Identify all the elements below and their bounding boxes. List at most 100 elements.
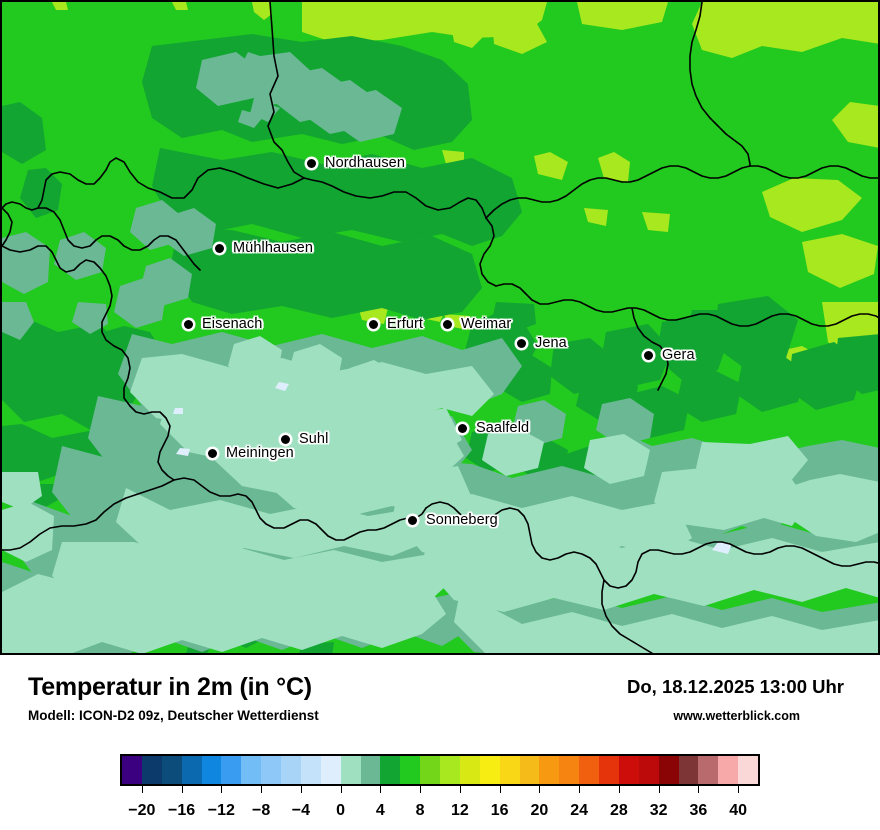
colorbar-swatch (201, 756, 222, 784)
colorbar-tick (618, 786, 620, 793)
colorbar-swatch (241, 756, 262, 784)
administrative-borders (2, 2, 878, 653)
colorbar-tick-label: 28 (609, 802, 628, 819)
city-dot-icon (307, 158, 316, 168)
colorbar-tick (698, 786, 700, 793)
colorbar-swatch (221, 756, 242, 784)
forecast-datetime: Do, 18.12.2025 13:00 Uhr (627, 676, 844, 697)
colorbar-tick-label: 36 (689, 802, 708, 819)
colorbar-swatch (618, 756, 639, 784)
weather-map-panel[interactable]: Nordhausen Mühlhausen Eisenach Erfurt We… (0, 0, 880, 655)
colorbar-swatch (440, 756, 460, 784)
city-label: Mühlhausen (233, 240, 313, 256)
colorbar-tick-label: 20 (530, 802, 549, 819)
colorbar-tick (261, 786, 263, 793)
colorbar-tick-label: 40 (729, 802, 748, 819)
colorbar-ticks (120, 786, 760, 800)
colorbar-tick (221, 786, 223, 793)
colorbar-tick (658, 786, 660, 793)
colorbar-tick (579, 786, 581, 793)
city-dot-icon (215, 243, 224, 253)
model-subtitle: Modell: ICON-D2 09z, Deutscher Wetterdie… (28, 708, 319, 723)
city-label: Suhl (299, 431, 329, 447)
colorbar-swatch (320, 756, 341, 784)
colorbar-tick (340, 786, 342, 793)
city-marker-meiningen[interactable]: Meiningen (208, 445, 294, 461)
city-dot-icon (408, 515, 417, 525)
colorbar-tick-label: −4 (291, 802, 310, 819)
colorbar-swatch (738, 756, 758, 784)
colorbar-tick-label: −20 (128, 802, 156, 819)
colorbar-swatch (400, 756, 421, 784)
city-dot-icon (281, 434, 290, 444)
city-marker-muehlhausen[interactable]: Mühlhausen (215, 240, 313, 256)
colorbar-swatch (599, 756, 619, 784)
city-dot-icon (517, 338, 526, 348)
colorbar-swatch (718, 756, 739, 784)
colorbar-tick-labels: −20 −16 −12 −8 −4 0 4 8 12 16 20 24 28 32 36 40 (120, 800, 760, 824)
colorbar-swatch (579, 756, 599, 784)
city-dot-icon (369, 319, 378, 329)
colorbar-tick-label: −16 (168, 802, 196, 819)
colorbar-swatch (360, 756, 381, 784)
page-title: Temperatur in 2m (in °C) (28, 673, 312, 701)
city-marker-nordhausen[interactable]: Nordhausen (307, 155, 405, 171)
map-footer: Temperatur in 2m (in °C) Modell: ICON-D2… (0, 655, 880, 830)
temperature-field-svg (2, 2, 878, 653)
colorbar-swatch (181, 756, 202, 784)
colorbar-tick (141, 786, 143, 793)
city-label: Weimar (461, 316, 512, 332)
colorbar-tick (539, 786, 541, 793)
colorbar-tick-label: 16 (490, 802, 509, 819)
city-marker-saalfeld[interactable]: Saalfeld (458, 420, 529, 436)
colorbar-tick-label: 32 (649, 802, 668, 819)
city-marker-gera[interactable]: Gera (644, 347, 695, 363)
colorbar-swatch (519, 756, 540, 784)
colorbar-tick-label: 24 (570, 802, 589, 819)
colorbar-tick-label: 8 (415, 802, 425, 819)
city-marker-jena[interactable]: Jena (517, 335, 567, 351)
city-marker-erfurt[interactable]: Erfurt (369, 316, 423, 332)
colorbar: −20 −16 −12 −8 −4 0 4 8 12 16 20 24 28 32 36 40 (120, 754, 760, 824)
colorbar-swatch (420, 756, 440, 784)
colorbar-tick-label: 12 (450, 802, 469, 819)
colorbar-swatch (141, 756, 162, 784)
colorbar-tick (420, 786, 422, 793)
colorbar-tick (459, 786, 461, 793)
colorbar-tick (499, 786, 501, 793)
field-mint (2, 336, 878, 653)
colorbar-swatch (380, 756, 401, 784)
city-marker-sonneberg[interactable]: Sonneberg (408, 512, 498, 528)
city-marker-weimar[interactable]: Weimar (443, 316, 511, 332)
city-dot-icon (458, 423, 467, 433)
colorbar-swatch (539, 756, 560, 784)
colorbar-tick (181, 786, 183, 793)
city-dot-icon (443, 319, 452, 329)
colorbar-swatch (261, 756, 281, 784)
colorbar-tick-label: 0 (336, 802, 346, 819)
colorbar-swatches (120, 754, 760, 786)
colorbar-tick-label: −12 (207, 802, 235, 819)
city-label: Gera (662, 347, 695, 363)
city-dot-icon (208, 448, 217, 458)
colorbar-swatch (459, 756, 480, 784)
city-label: Nordhausen (325, 155, 405, 171)
city-label: Meiningen (226, 445, 294, 461)
colorbar-tick (300, 786, 302, 793)
colorbar-tick-label: −8 (252, 802, 271, 819)
colorbar-swatch (340, 756, 361, 784)
colorbar-swatch (698, 756, 719, 784)
colorbar-swatch (161, 756, 182, 784)
colorbar-tick-label: 4 (375, 802, 385, 819)
city-dot-icon (184, 319, 193, 329)
city-label: Erfurt (387, 316, 424, 332)
colorbar-swatch (122, 756, 142, 784)
city-label: Eisenach (202, 316, 263, 332)
city-marker-eisenach[interactable]: Eisenach (184, 316, 262, 332)
colorbar-swatch (499, 756, 520, 784)
city-marker-suhl[interactable]: Suhl (281, 431, 328, 447)
city-label: Saalfeld (476, 420, 530, 436)
city-dot-icon (644, 350, 653, 360)
city-label: Sonneberg (426, 512, 498, 528)
colorbar-swatch (638, 756, 659, 784)
